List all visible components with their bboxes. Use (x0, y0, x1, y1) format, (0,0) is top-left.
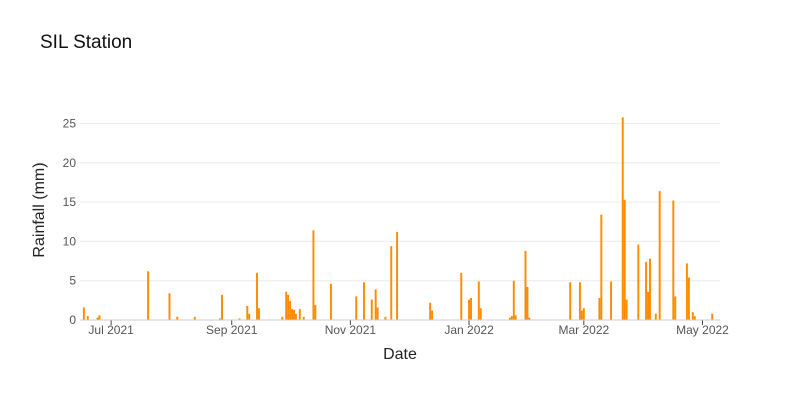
rainfall-bar (637, 244, 640, 320)
rainfall-bar (287, 294, 290, 320)
rainfall-bar (390, 246, 393, 320)
chart-title: SIL Station (40, 32, 133, 53)
rainfall-bar (363, 282, 365, 320)
rainfall-bar (569, 282, 572, 320)
rainfall-bar (219, 318, 222, 320)
rainfall-bar (370, 299, 373, 320)
rainfall-bar (248, 313, 251, 320)
rainfall-bar (238, 318, 241, 320)
y-tick-label: 20 (63, 156, 77, 170)
rainfall-bar (293, 309, 295, 320)
rainfall-bar (508, 317, 511, 320)
rainfall-bar (600, 214, 603, 320)
rainfall-bar (621, 117, 624, 321)
rainfall-bar (598, 298, 601, 320)
rainfall-bar (479, 308, 482, 320)
rainfall-bar (396, 232, 399, 320)
rainfall-bar (514, 315, 517, 320)
rainfall-bar (376, 307, 379, 320)
rainfall-bar (384, 316, 387, 320)
y-tick-label: 15 (63, 195, 77, 209)
rainfall-bar (221, 294, 223, 320)
rainfall-bar (431, 310, 434, 320)
x-tick-label: Nov 2021 (325, 323, 377, 337)
rainfall-bar (289, 301, 292, 320)
rainfall-bar (685, 263, 688, 320)
rainfall-bar (329, 283, 332, 320)
rainfall-bar (658, 191, 661, 320)
rainfall-bar (623, 199, 626, 320)
rainfall-bar (711, 313, 714, 320)
rainfall-bar (98, 315, 101, 320)
rainfall-bar (314, 305, 317, 320)
rainfall-bar (477, 281, 480, 320)
rainfall-bar (645, 261, 648, 320)
rainfall-bar (470, 298, 472, 320)
rainfall-bar (625, 299, 628, 320)
rainfall-bar (687, 277, 690, 320)
rainfall-bar (86, 316, 89, 320)
rainfall-bar (672, 200, 675, 320)
x-tick-label: May 2022 (676, 323, 729, 337)
rainfall-bar (429, 302, 432, 320)
rainfall-bar (526, 287, 529, 320)
rainfall-bar (82, 307, 85, 320)
rainfall-bar (147, 271, 150, 320)
rainfall-bar (176, 316, 179, 320)
rainfall-bar (512, 280, 515, 320)
y-tick-label: 5 (69, 274, 76, 288)
rainfall-bar (524, 250, 527, 320)
rainfall-bar (312, 230, 315, 320)
rainfall-bar (302, 316, 305, 320)
rainfall-bar (528, 317, 531, 320)
rainfall-bar (691, 312, 694, 320)
rainfall-bar (298, 309, 301, 320)
rainfall-bar (654, 313, 657, 320)
rainfall-bar (460, 272, 463, 320)
rainfall-bar (647, 291, 649, 320)
rainfall-bar (355, 296, 358, 320)
rainfall-bar (578, 282, 581, 320)
rainfall-bar (610, 281, 613, 320)
rainfall-bar (468, 299, 471, 320)
rainfall-bar (257, 308, 260, 320)
rainfall-bar (693, 316, 696, 320)
rainfall-bar (291, 309, 294, 320)
rainfall-bar (256, 272, 258, 320)
x-tick-label: Jul 2021 (88, 323, 134, 337)
rainfall-bar (510, 316, 513, 320)
y-tick-label: 10 (63, 234, 77, 248)
x-tick-label: Mar 2022 (558, 323, 609, 337)
rainfall-bar (168, 293, 171, 320)
rainfall-bar (96, 317, 99, 320)
x-tick-label: Jan 2022 (444, 323, 494, 337)
rainfall-bar (285, 291, 288, 320)
rainfall-bar (674, 296, 677, 320)
y-tick-label: 0 (69, 313, 76, 327)
rainfall-bar (246, 305, 249, 320)
y-axis-label: Rainfall (mm) (31, 162, 48, 258)
rainfall-bar (580, 310, 583, 320)
rainfall-bar (281, 316, 284, 320)
rainfall-bar (374, 289, 377, 320)
rainfall-bar (582, 308, 585, 320)
rainfall-bar (294, 313, 297, 320)
rainfall-bar (648, 258, 651, 320)
x-axis-label: Date (383, 346, 417, 363)
y-tick-label: 25 (63, 117, 77, 131)
x-tick-label: Sep 2021 (206, 323, 258, 337)
rainfall-bar (193, 316, 196, 320)
